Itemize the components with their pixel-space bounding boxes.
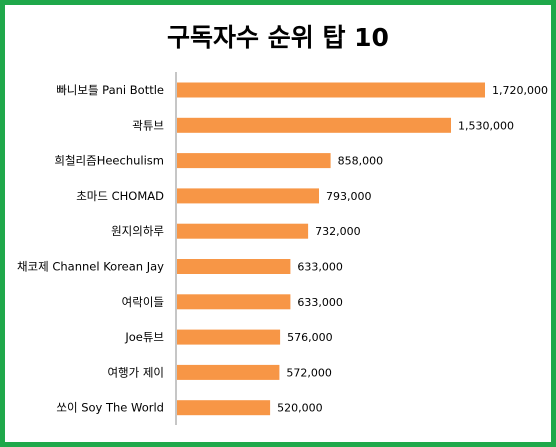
category-label: 곽튜브 [132,118,164,132]
category-label: 원지의하루 [111,224,164,238]
category-label: 희철리즘Heechulism [54,154,164,168]
bar [177,329,281,345]
bar [177,294,291,310]
category-label: 여행가 제이 [107,365,164,379]
value-label: 576,000 [287,331,333,344]
value-label: 633,000 [297,261,343,274]
value-label: 520,000 [277,402,323,415]
bar [177,82,485,98]
bar [177,188,319,204]
value-label: 633,000 [297,296,343,309]
category-label: 쏘이 Soy The World [56,401,164,415]
chart-title: 구독자수 순위 탑 10 [167,23,389,52]
bar [177,153,331,169]
category-label: Joe튜브 [124,330,164,344]
value-label: 572,000 [286,366,332,379]
value-label: 732,000 [315,225,361,238]
value-label: 1,530,000 [458,119,514,132]
bar [177,117,451,133]
bar [177,223,309,239]
category-label: 채코제 Channel Korean Jay [17,260,164,274]
bar [177,259,291,274]
value-label: 793,000 [326,190,372,203]
bar [177,364,280,380]
category-label: 빠니보틀 Pani Bottle [56,83,164,97]
category-label: 여락이들 [122,295,164,309]
category-label: 초마드 CHOMAD [76,189,164,203]
value-label: 1,720,000 [492,84,548,97]
bar [177,400,271,416]
value-label: 858,000 [338,155,384,168]
